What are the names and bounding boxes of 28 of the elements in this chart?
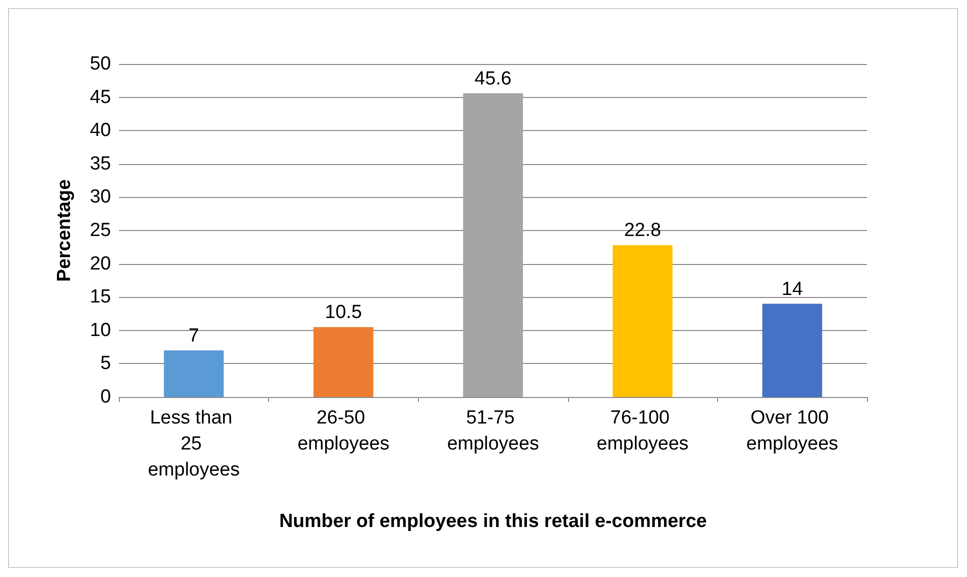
x-axis-title: Number of employees in this retail e-commerce <box>279 511 707 532</box>
y-tick-label: 10 <box>90 320 111 341</box>
y-tick-label: 35 <box>90 153 111 174</box>
y-tick-label: 40 <box>90 120 111 142</box>
y-tick-label: 30 <box>90 186 111 208</box>
y-tick-label: 50 <box>90 54 111 74</box>
bar <box>313 327 374 397</box>
data-label: 45.6 <box>474 68 512 90</box>
y-axis-title: Percentage <box>54 179 75 282</box>
data-label: 10.5 <box>324 302 362 324</box>
bar <box>164 350 224 397</box>
data-label: 22.8 <box>624 220 662 242</box>
x-tick-label: 26-50 employees <box>297 408 390 454</box>
y-tick-label: 20 <box>90 253 111 274</box>
y-tick-label: 5 <box>100 353 111 374</box>
data-label: 14 <box>782 278 804 300</box>
y-tick-label: 45 <box>90 86 111 108</box>
data-label: 7 <box>188 325 200 346</box>
bar <box>463 93 523 397</box>
x-tick-label: 76-100 employees <box>596 408 689 454</box>
x-tick-label: 51-75 employees <box>447 408 539 454</box>
x-tick-label: Over 100 employees <box>746 408 838 454</box>
bar <box>612 245 673 397</box>
y-tick-label: 25 <box>90 220 111 241</box>
x-tick-label: Less than 25 employees <box>148 408 240 480</box>
y-tick-label: 0 <box>100 386 111 408</box>
bar <box>762 304 822 397</box>
y-tick-label: 15 <box>90 286 111 308</box>
